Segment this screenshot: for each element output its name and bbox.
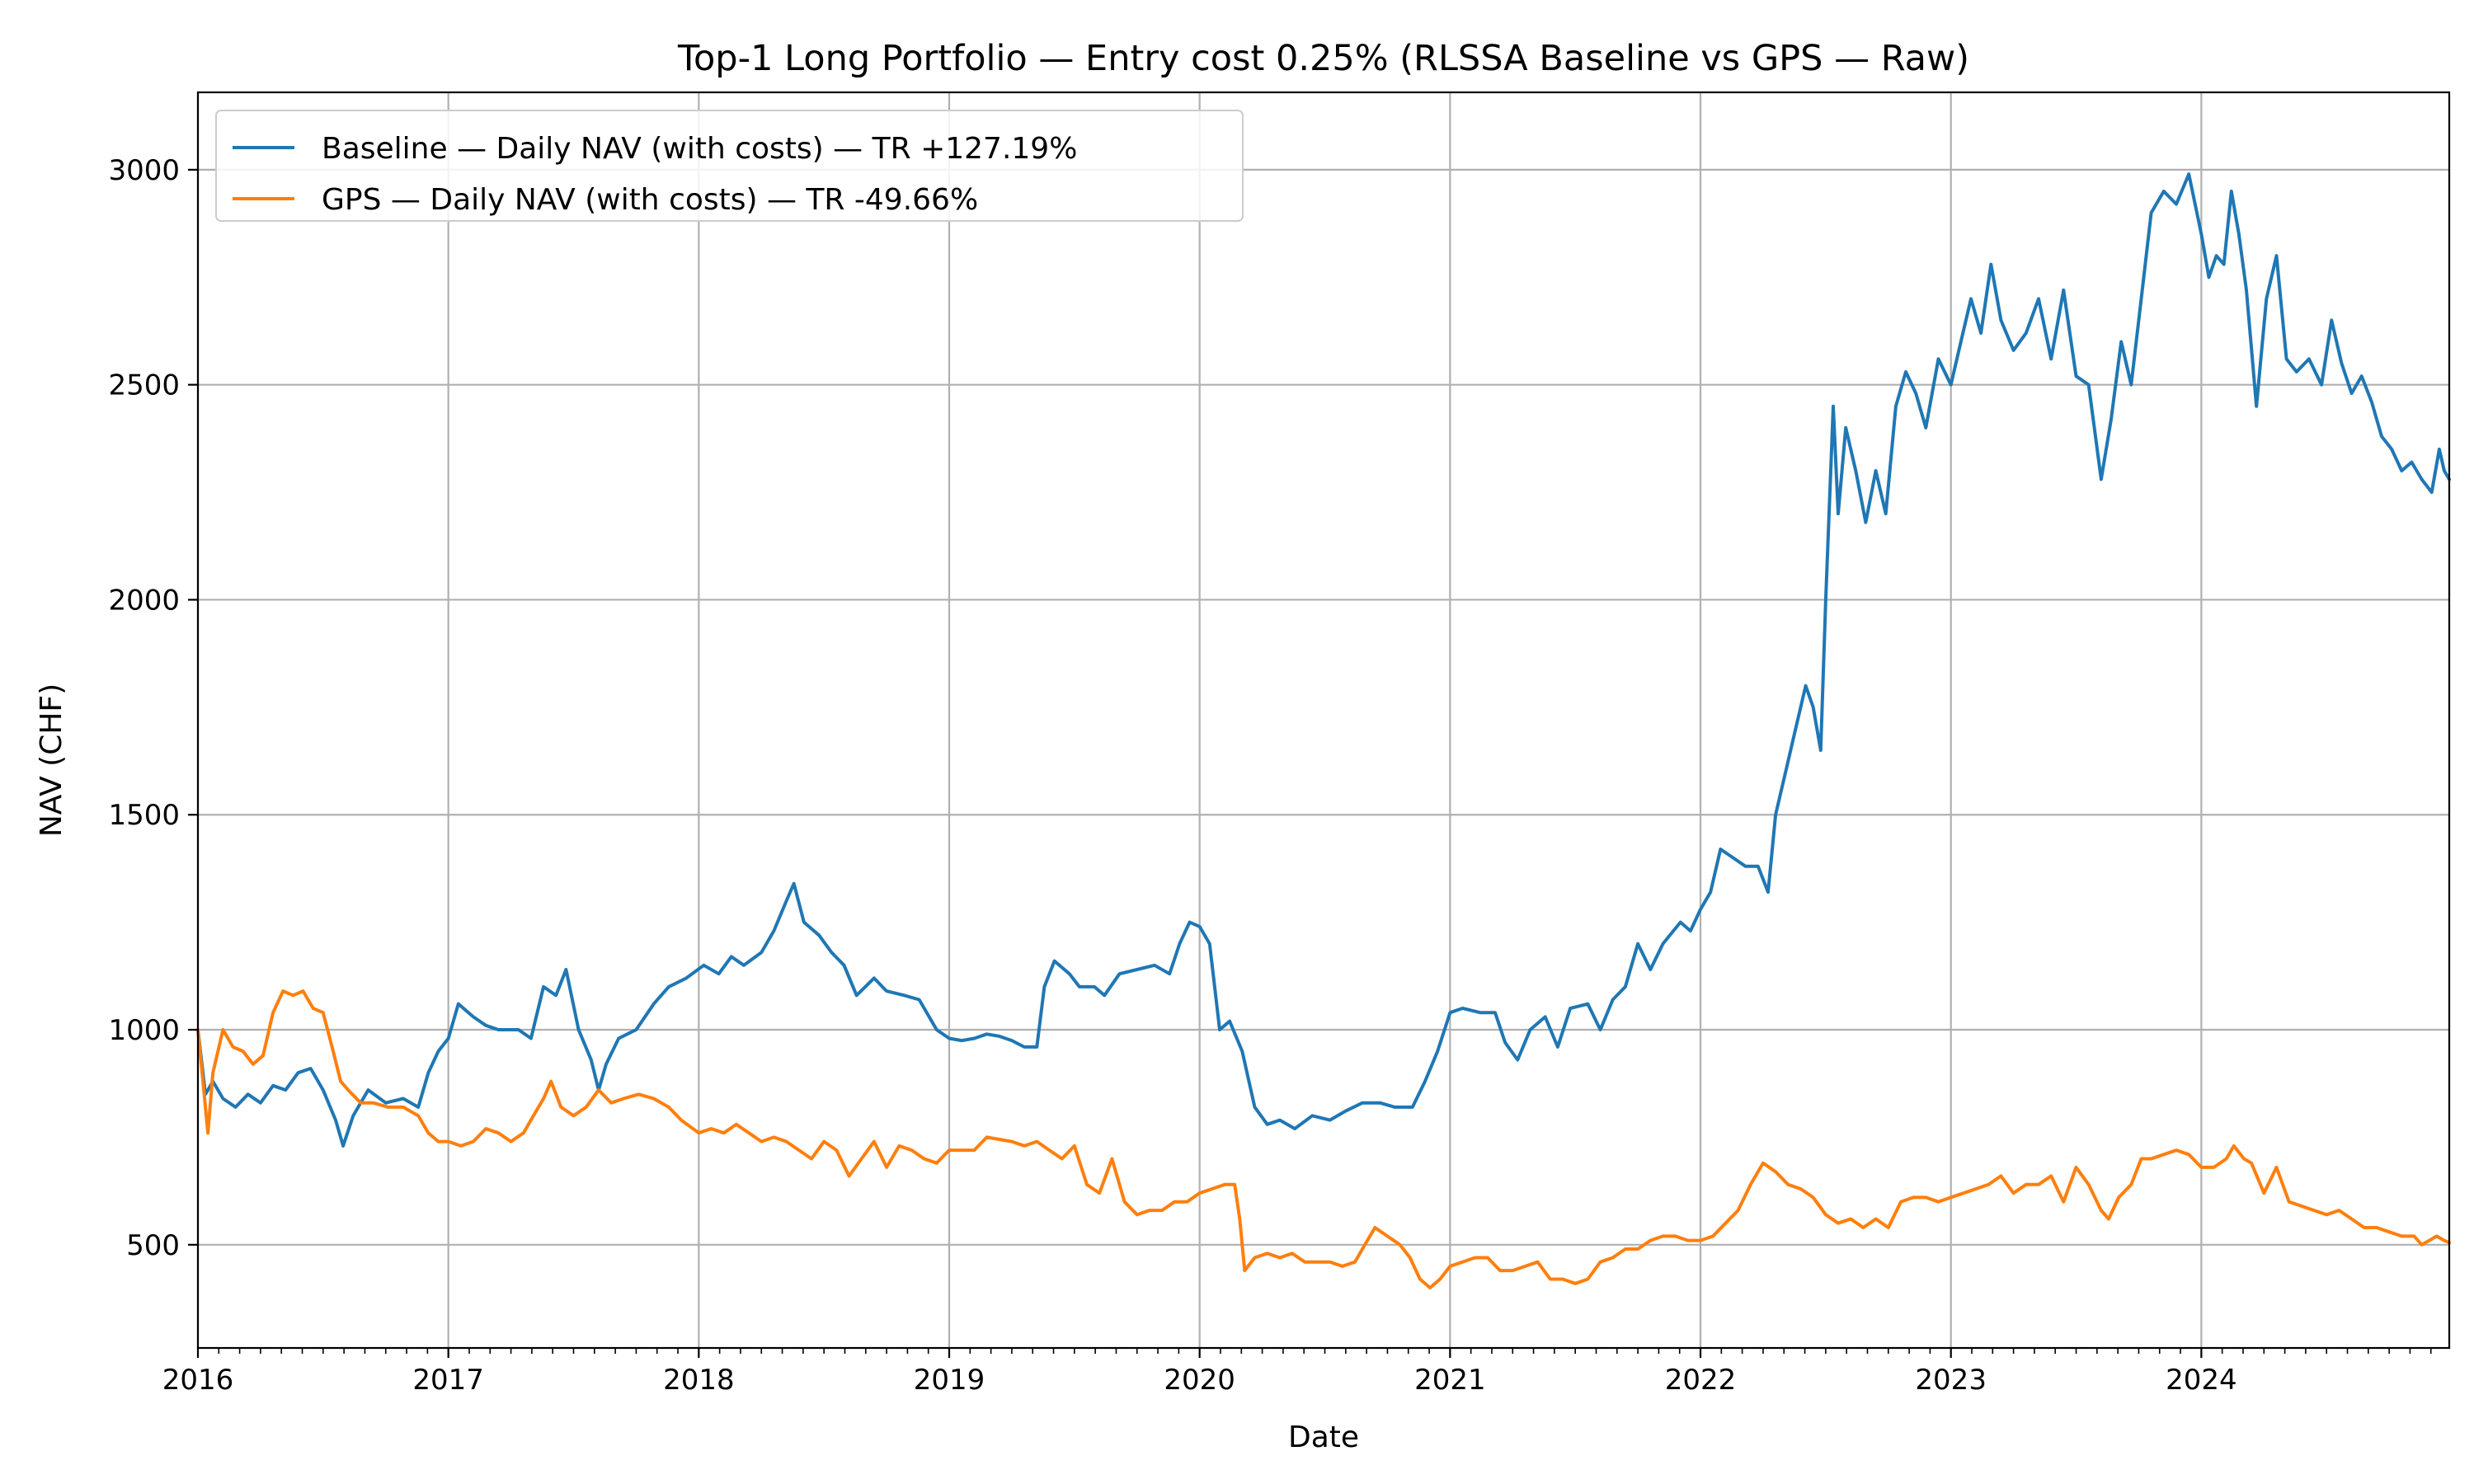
legend: Baseline — Daily NAV (with costs) — TR +…	[215, 110, 1244, 222]
x-axis-label: Date	[1288, 1421, 1359, 1454]
x-tick-label: 2017	[412, 1364, 484, 1397]
x-tick-label: 2022	[1665, 1364, 1737, 1397]
legend-label-1: GPS — Daily NAV (with costs) — TR -49.66…	[322, 183, 978, 217]
ticks-layer: 2016 2017 2018 2019 2020 2021 2022 2023 2024 500 1…	[108, 154, 2432, 1397]
x-tick-label: 2024	[2166, 1364, 2237, 1397]
x-tick-label: 2023	[1915, 1364, 1987, 1397]
grid-layer	[196, 92, 2449, 1348]
x-tick-label: 2018	[663, 1364, 735, 1397]
y-tick-label: 3000	[108, 154, 180, 187]
y-tick-label: 500	[126, 1229, 180, 1262]
y-tick-label: 2000	[108, 584, 180, 617]
y-tick-label: 2500	[108, 369, 180, 402]
x-tick-label: 2019	[914, 1364, 985, 1397]
y-axis-label: NAV (CHF)	[35, 683, 68, 837]
chart-title: Top-1 Long Portfolio — Entry cost 0.25% …	[677, 38, 1969, 79]
legend-box	[215, 110, 1244, 222]
series-line-1	[196, 989, 2451, 1289]
legend-label-0: Baseline — Daily NAV (with costs) — TR +…	[322, 132, 1077, 166]
series-layer	[196, 172, 2451, 1289]
x-tick-label: 2021	[1414, 1364, 1486, 1397]
x-tick-label: 2020	[1164, 1364, 1235, 1397]
y-tick-label: 1500	[108, 799, 180, 832]
x-tick-label: 2016	[162, 1364, 234, 1397]
plot-frame	[196, 91, 2451, 1350]
series-line-0	[196, 172, 2451, 1148]
y-tick-label: 1000	[108, 1014, 180, 1047]
